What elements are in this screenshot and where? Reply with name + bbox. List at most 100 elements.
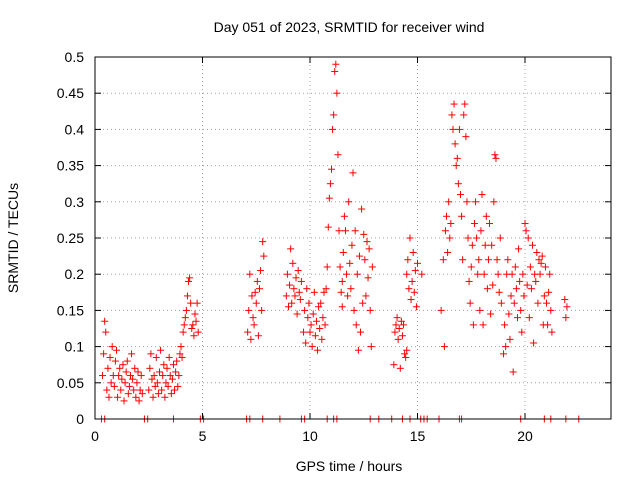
data-point [401, 350, 409, 358]
data-point [105, 393, 113, 401]
data-point [501, 321, 509, 329]
data-point [151, 382, 159, 390]
data-point [354, 346, 362, 354]
data-point [110, 382, 118, 390]
data-point [302, 339, 310, 347]
data-point [492, 154, 500, 162]
data-point [363, 238, 371, 246]
data-point [192, 317, 200, 325]
data-point [108, 343, 116, 351]
data-point [260, 252, 268, 260]
data-point [530, 339, 538, 347]
data-point [156, 368, 163, 376]
data-point [455, 125, 463, 133]
data-point [312, 317, 320, 325]
data-point [289, 259, 297, 267]
data-point [249, 314, 257, 322]
data-point [403, 270, 411, 278]
data-point [324, 223, 332, 231]
data-point [475, 256, 483, 264]
data-point [366, 306, 374, 314]
data-point [404, 256, 412, 264]
data-point [180, 321, 188, 329]
data-point [186, 274, 194, 282]
y-tick-label: 0.35 [57, 158, 84, 174]
data-point [293, 310, 301, 318]
data-point [445, 198, 453, 206]
data-point [190, 332, 198, 340]
data-point [351, 227, 359, 235]
data-point [158, 386, 166, 394]
data-point [474, 270, 482, 278]
data-point [461, 100, 469, 108]
data-point [353, 270, 361, 278]
data-point [282, 292, 290, 300]
data-point [185, 277, 193, 285]
data-point [294, 267, 302, 275]
data-point [259, 238, 267, 246]
axis-ticks: 0 0.05 0.1 0.15 0.2 0.25 0.3 0.35 0.4 0.45 0.5 0 5 10… [57, 49, 611, 444]
data-point [443, 212, 451, 220]
data-point [189, 321, 197, 329]
data-point [538, 252, 546, 260]
data-point [339, 248, 347, 256]
data-point [516, 277, 524, 285]
data-point [338, 277, 346, 285]
data-point [287, 245, 295, 253]
data-point [338, 303, 346, 311]
data-point [124, 390, 132, 398]
data-point [410, 288, 418, 296]
data-point [406, 234, 414, 242]
data-point [135, 397, 143, 405]
data-point [458, 212, 466, 220]
data-point [468, 241, 476, 249]
data-point [392, 321, 400, 329]
data-point [346, 259, 354, 267]
data-point [317, 299, 325, 307]
data-point [319, 314, 327, 322]
data-point [439, 256, 447, 264]
data-point [128, 350, 136, 358]
data-point [113, 346, 120, 354]
data-point [321, 321, 329, 329]
data-point [561, 296, 569, 304]
data-point [348, 241, 356, 249]
data-point [104, 364, 112, 372]
data-point [164, 382, 172, 390]
data-point [334, 151, 342, 159]
data-point [101, 317, 109, 325]
data-point [440, 343, 448, 351]
data-point [332, 60, 340, 68]
data-point [437, 306, 445, 314]
data-point [303, 285, 311, 293]
data-point [111, 357, 119, 365]
data-point [469, 321, 477, 329]
data-point [367, 343, 375, 351]
data-point [394, 335, 402, 343]
data-point [129, 375, 137, 383]
data-point [125, 382, 133, 390]
data-point [115, 372, 123, 380]
data-point [290, 285, 298, 293]
data-point [188, 325, 196, 332]
data-point [489, 281, 497, 289]
data-point [246, 270, 254, 278]
data-point [305, 299, 313, 307]
data-point [171, 386, 179, 394]
data-point [179, 328, 187, 336]
data-point [253, 277, 261, 285]
data-point [451, 140, 459, 148]
data-point [286, 281, 294, 289]
data-point [245, 306, 253, 314]
data-point [172, 368, 180, 376]
data-point [480, 270, 488, 278]
data-point [107, 379, 115, 387]
data-point [187, 299, 195, 307]
data-point [509, 368, 517, 376]
data-point [251, 288, 259, 296]
data-point [398, 332, 406, 340]
data-point [103, 386, 111, 394]
data-point [194, 328, 202, 336]
data-point [505, 310, 513, 318]
